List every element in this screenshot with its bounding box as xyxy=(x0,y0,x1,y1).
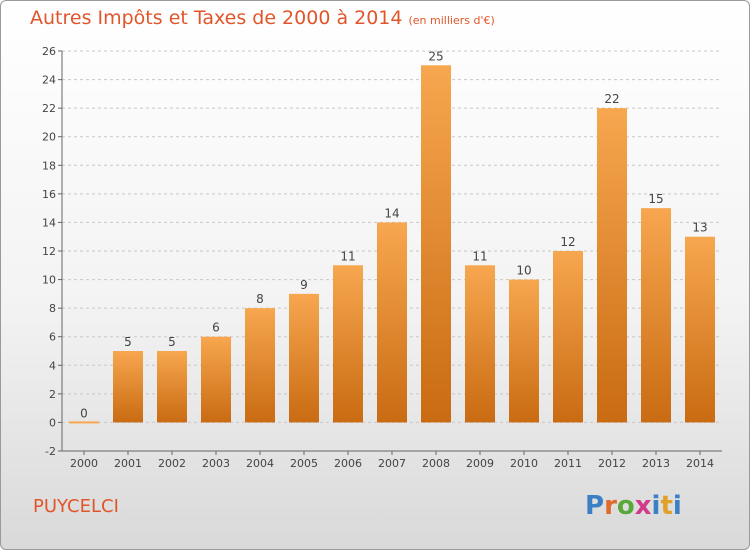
x-tick-label: 2014 xyxy=(686,457,714,470)
labels: 0 5 5 6 8 9 11 14 25 11 10 12 22 15 13 xyxy=(80,49,707,420)
x-tick-label: 2000 xyxy=(70,457,98,470)
bar xyxy=(553,251,583,423)
x-tick-label: 2004 xyxy=(246,457,274,470)
y-tick-label: 26 xyxy=(42,45,56,58)
y-tick-label: 14 xyxy=(42,216,56,229)
x-tick-label: 2001 xyxy=(114,457,142,470)
logo-letter: t xyxy=(660,491,673,521)
location-name: PUYCELCI xyxy=(33,496,119,517)
logo-letter: x xyxy=(634,491,652,521)
data-label: 11 xyxy=(340,249,355,263)
x-tick-label: 2011 xyxy=(554,457,582,470)
proxiti-logo: Proxiti xyxy=(585,491,682,521)
logo-letter: o xyxy=(616,491,635,521)
data-label: 15 xyxy=(648,192,663,206)
data-label: 5 xyxy=(124,335,132,349)
logo-letter: i xyxy=(672,491,682,521)
y-tick-label: 2 xyxy=(49,388,56,401)
y-tick-label: 4 xyxy=(49,359,56,372)
data-label: 5 xyxy=(168,335,176,349)
chart-title: Autres Impôts et Taxes de 2000 à 2014 (en… xyxy=(30,7,495,29)
x-tick-label: 2012 xyxy=(598,457,626,470)
y-tick-label: 16 xyxy=(42,188,56,201)
data-label: 11 xyxy=(472,249,487,263)
logo-letter: i xyxy=(651,491,661,521)
x-tick-label: 2002 xyxy=(158,457,186,470)
data-label: 12 xyxy=(560,235,575,249)
data-label: 8 xyxy=(256,292,264,306)
y-tick-label: 6 xyxy=(49,331,56,344)
data-label: 6 xyxy=(212,321,220,335)
data-label: 22 xyxy=(604,92,619,106)
bar xyxy=(421,65,451,423)
y-tick-label: 12 xyxy=(42,245,56,258)
bar xyxy=(289,293,319,423)
bar xyxy=(377,222,407,423)
x-tick-label: 2009 xyxy=(466,457,494,470)
data-label: 10 xyxy=(516,264,531,278)
bar xyxy=(597,108,627,423)
data-label: 14 xyxy=(384,206,399,220)
x-tick-label: 2013 xyxy=(642,457,670,470)
bar xyxy=(465,265,495,423)
data-label: 0 xyxy=(80,406,88,420)
data-label: 9 xyxy=(300,278,308,292)
y-tick-label: 20 xyxy=(42,131,56,144)
x-tick-label: 2003 xyxy=(202,457,230,470)
y-tick-label: 18 xyxy=(42,159,56,172)
y-tick-label: 10 xyxy=(42,274,56,287)
bar xyxy=(333,265,363,423)
x-tick-label: 2008 xyxy=(422,457,450,470)
bar xyxy=(157,351,187,423)
bar xyxy=(685,236,715,423)
title-text: Autres Impôts et Taxes de 2000 à 2014 xyxy=(30,7,403,29)
bar xyxy=(201,336,231,423)
bar xyxy=(113,351,143,423)
logo-letter: P xyxy=(585,491,605,521)
logo-letter: r xyxy=(604,491,617,521)
x-tick-label: 2007 xyxy=(378,457,406,470)
x-tick-label: 2005 xyxy=(290,457,318,470)
y-tick-label: -2 xyxy=(45,445,56,458)
y-tick-label: 8 xyxy=(49,302,56,315)
bar xyxy=(245,308,275,423)
bar xyxy=(641,208,671,423)
bars xyxy=(69,65,715,424)
y-tick-label: 24 xyxy=(42,74,56,87)
bar xyxy=(509,279,539,423)
data-label: 13 xyxy=(692,221,707,235)
chart-subtitle: (en milliers d'€) xyxy=(408,14,495,27)
data-label: 25 xyxy=(428,49,443,63)
x-tick-label: 2010 xyxy=(510,457,538,470)
x-tick-label: 2006 xyxy=(334,457,362,470)
y-tick-label: 22 xyxy=(42,102,56,115)
bar xyxy=(69,421,99,424)
y-tick-label: 0 xyxy=(49,416,56,429)
